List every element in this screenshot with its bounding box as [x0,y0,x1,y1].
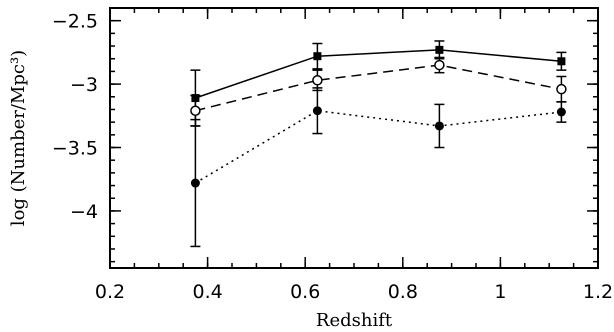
y-tick-label: −2.5 [52,11,98,33]
data-point-filled-circle [312,106,322,116]
series-line-dashed [195,64,562,112]
x-tick-label: 1 [494,281,506,303]
data-point-filled-circle [556,107,566,117]
series-1 [190,40,567,127]
axis-tick-labels: 0.2 0.4 0.6 0.8 1 1.2 −2.5 −3 −3.5 −4 [52,11,613,303]
series-line-solid [195,49,562,99]
data-point-open-circle [556,83,567,95]
x-tick-label: 0.6 [290,281,320,303]
x-tick-label: 0.8 [388,281,418,303]
y-tick-label: −3.5 [52,138,98,160]
x-tick-label: 1.2 [583,281,613,303]
data-point-filled-circle [434,121,444,131]
axis-ticks [109,7,599,268]
y-axis-title: log (Number/Mpc³) [8,50,29,226]
x-axis-title: Redshift [316,310,393,331]
data-point-open-circle [190,105,201,116]
data-point-open-circle [312,75,323,86]
series-2 [190,56,567,127]
data-point-square [557,57,566,66]
y-tick-label: −4 [70,201,98,223]
series-layer [190,40,567,248]
x-tick-label: 0.4 [192,281,222,303]
data-point-square [435,45,444,54]
x-tick-label: 0.2 [95,281,125,303]
data-point-square [313,52,322,61]
plot-frame [109,7,599,269]
y-tick-label: −3 [70,74,98,96]
series-3 [190,87,567,248]
data-point-filled-circle [190,178,200,188]
data-point-open-circle [434,59,445,71]
series-line-dotted [195,109,562,184]
